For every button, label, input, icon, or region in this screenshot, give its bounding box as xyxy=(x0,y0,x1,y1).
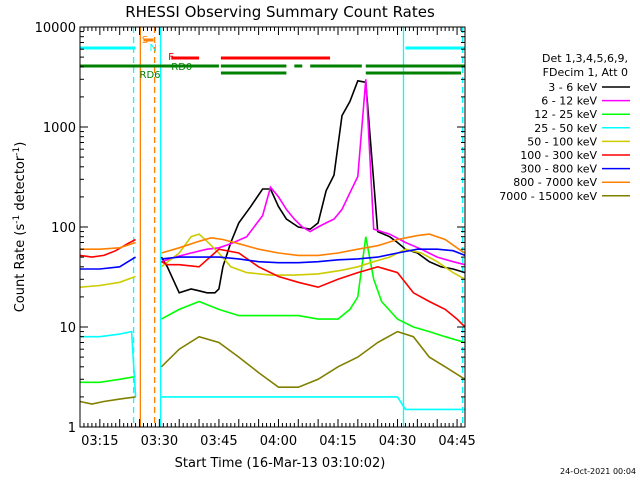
x-tick-label: 03:45 xyxy=(200,434,237,449)
series-line-2 xyxy=(161,236,466,344)
series-line-8 xyxy=(79,396,136,405)
series-line-5 xyxy=(79,238,136,258)
flag-label-rd6: RD6 xyxy=(140,70,161,81)
y-tick-label: 10000 xyxy=(35,21,76,36)
series-line-6 xyxy=(80,256,137,270)
legend-label: 7000 - 15000 keV xyxy=(499,190,597,203)
legend-label: 800 - 7000 keV xyxy=(513,176,597,189)
chart-title: RHESSI Observing Summary Count Rates xyxy=(125,3,435,21)
legend-header: Det 1,3,4,5,6,9, xyxy=(542,52,628,65)
legend: Det 1,3,4,5,6,9,FDecim 1, Att 0 3 - 6 keV… xyxy=(499,52,630,203)
series-line-7 xyxy=(161,233,466,257)
flag-label-flare: F xyxy=(168,52,174,63)
x-axis-label: Start Time (16-Mar-13 03:10:02) xyxy=(175,456,386,471)
flag-label-saa: S xyxy=(142,35,148,46)
y-tick-label: 100 xyxy=(51,221,76,236)
x-tick-label: 03:15 xyxy=(81,434,118,449)
series-line-1 xyxy=(161,79,466,266)
flag-label-night: N xyxy=(149,43,156,54)
y-axis: 1 10 100 1000 10000 xyxy=(35,21,465,436)
x-tick-label: 04:45 xyxy=(438,434,475,449)
series-line-2 xyxy=(80,375,136,384)
legend-label: 50 - 100 keV xyxy=(527,135,597,148)
y-tick-label: 1000 xyxy=(43,121,76,136)
legend-label: 25 - 50 keV xyxy=(534,122,597,135)
series-line-5 xyxy=(161,248,466,328)
series-line-6 xyxy=(161,248,466,264)
flag-label-rd0: RD0 xyxy=(171,62,192,73)
series-line-3 xyxy=(161,396,465,411)
footer-date: 24-Oct-2021 00:04 xyxy=(560,467,636,476)
legend-label: 12 - 25 keV xyxy=(534,108,597,121)
legend-label: 300 - 800 keV xyxy=(520,163,597,176)
y-axis-label: Count Rate (s-1 detector-1) xyxy=(12,142,28,313)
series-line-4 xyxy=(160,233,466,280)
y-tick-label: 1 xyxy=(68,421,76,436)
legend-label: 6 - 12 keV xyxy=(541,95,597,108)
plot-frame xyxy=(79,26,466,428)
x-tick-label: 03:30 xyxy=(141,434,178,449)
series-line-7 xyxy=(80,241,136,250)
x-tick-label: 04:30 xyxy=(379,434,416,449)
legend-label: 3 - 6 keV xyxy=(548,81,597,94)
x-tick-label: 04:00 xyxy=(260,434,297,449)
y-tick-label: 10 xyxy=(59,321,76,336)
series-line-4 xyxy=(79,275,136,288)
x-axis: 03:15 03:30 03:45 04:00 04:15 04:30 04:45 xyxy=(79,27,476,449)
series-line-8 xyxy=(160,330,466,388)
legend-header: FDecim 1, Att 0 xyxy=(543,66,628,79)
series-line-3 xyxy=(80,330,137,397)
series-line-0 xyxy=(160,79,466,294)
x-tick-label: 04:15 xyxy=(319,434,356,449)
series-lines xyxy=(79,79,466,411)
legend-label: 100 - 300 keV xyxy=(520,149,597,162)
